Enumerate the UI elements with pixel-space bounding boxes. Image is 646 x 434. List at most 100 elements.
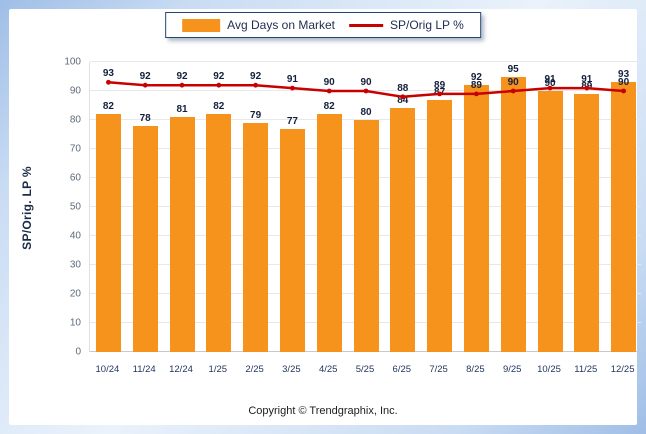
bar-value-label: 80 xyxy=(360,107,372,118)
y-tick-label: 90 xyxy=(69,85,81,97)
bar-value-label: 92 xyxy=(470,72,482,84)
footer-copyright: Copyright © Trendgraphix, Inc. xyxy=(248,405,398,417)
x-tick-label: 11/24 xyxy=(132,364,156,375)
line-value-label: 91 xyxy=(286,74,298,86)
line-point xyxy=(142,82,148,88)
line-point xyxy=(510,88,516,94)
line-value-label: 88 xyxy=(397,82,409,94)
x-tick-label: 5/25 xyxy=(355,364,375,375)
y-tick-label: 60 xyxy=(69,172,81,184)
y-tick-label: 40 xyxy=(69,230,81,242)
bar xyxy=(611,82,637,352)
line-point xyxy=(216,82,222,88)
bar-value-label: 82 xyxy=(213,101,225,113)
bar xyxy=(390,108,416,352)
line-value-label: 92 xyxy=(139,71,151,83)
line-value-label: 92 xyxy=(176,71,188,83)
y-axis-ticks: 0 10 20 30 40 50 60 70 80 90 100 xyxy=(37,57,81,358)
bar-swatch-icon xyxy=(182,18,221,32)
line-point xyxy=(179,82,185,88)
y-tick-label: 20 xyxy=(69,288,81,300)
bar xyxy=(316,114,342,352)
legend-item-bar: Avg Days on Market xyxy=(182,18,335,32)
line-point xyxy=(621,88,626,94)
line-value-label: 90 xyxy=(507,77,519,88)
x-axis-ticks: 10/24 11/24 12/24 1/25 2/25 3/25 4/25 5/25 6/25 7… xyxy=(89,358,641,378)
bar-value-label: 84 xyxy=(397,95,409,107)
y-axis-title: SP/Orig. LP % xyxy=(20,166,34,250)
x-tick-label: 6/25 xyxy=(392,364,412,375)
line-value-label: 90 xyxy=(323,77,335,88)
bar xyxy=(574,93,600,352)
trend-line xyxy=(106,79,626,100)
line-value-label: 92 xyxy=(250,71,262,83)
bar xyxy=(537,91,563,352)
legend-bar-label: Avg Days on Market xyxy=(227,18,336,32)
bar-value-label: 81 xyxy=(176,104,188,116)
line-value-label: 90 xyxy=(618,77,630,88)
legend-line-label: SP/Orig LP % xyxy=(390,18,464,32)
line-point xyxy=(106,79,111,85)
y-tick-label: 50 xyxy=(69,201,81,213)
x-tick-label: 11/25 xyxy=(574,364,598,375)
line-value-label: 90 xyxy=(360,77,372,88)
line-value-label: 93 xyxy=(102,68,114,80)
x-tick-label: 4/25 xyxy=(318,364,338,375)
bar xyxy=(353,120,379,352)
line-point xyxy=(326,88,332,94)
line-value-label: 92 xyxy=(213,71,225,83)
bar xyxy=(463,85,489,352)
line-value-label: 91 xyxy=(544,74,556,86)
line-point xyxy=(400,94,406,100)
line-point xyxy=(253,82,258,88)
bar xyxy=(132,125,158,352)
line-point xyxy=(363,88,369,94)
bar-value-label: 77 xyxy=(286,115,298,127)
line-point xyxy=(474,91,479,97)
x-tick-label: 1/25 xyxy=(208,364,228,375)
x-tick-label: 7/25 xyxy=(429,364,448,375)
y-tick-label: 10 xyxy=(69,317,81,329)
x-tick-label: 12/25 xyxy=(610,364,635,375)
line-point xyxy=(547,85,553,91)
bar-value-label: 82 xyxy=(102,101,114,113)
bar xyxy=(206,114,232,352)
bar-value-label: 78 xyxy=(139,112,151,124)
y-tick-label: 80 xyxy=(69,114,81,126)
line-point xyxy=(584,85,590,91)
line-point xyxy=(437,91,442,97)
x-tick-label: 9/25 xyxy=(502,364,522,375)
line-value-label: 91 xyxy=(581,74,593,86)
bar-value-label: 82 xyxy=(323,101,335,113)
bar xyxy=(279,128,305,352)
bar xyxy=(95,114,121,352)
x-tick-label: 2/25 xyxy=(245,364,264,375)
line-value-label: 89 xyxy=(470,79,482,91)
line-value-label: 89 xyxy=(434,79,446,91)
gridline xyxy=(90,61,641,62)
bar xyxy=(169,117,195,352)
y-tick-label: 100 xyxy=(64,56,81,68)
x-tick-label: 10/24 xyxy=(95,364,120,375)
x-tick-label: 10/25 xyxy=(537,364,561,375)
x-tick-label: 8/25 xyxy=(466,364,485,375)
bar-value-label: 95 xyxy=(507,63,519,75)
gridline xyxy=(90,119,641,120)
bar-value-label: 93 xyxy=(618,69,630,81)
x-tick-label: 12/24 xyxy=(169,364,193,375)
y-tick-label: 30 xyxy=(69,259,81,271)
line-point xyxy=(290,85,295,91)
bar-value-label: 90 xyxy=(544,78,556,89)
bar xyxy=(243,122,269,352)
y-tick-label: 0 xyxy=(75,346,81,358)
legend-item-line: SP/Orig LP % xyxy=(349,18,464,32)
legend: Avg Days on Market SP/Orig LP % xyxy=(165,12,481,38)
x-tick-label: 3/25 xyxy=(282,364,301,375)
chart-canvas: Avg Days on Market SP/Orig LP % SP/Orig.… xyxy=(9,9,641,425)
bar-value-label: 79 xyxy=(250,109,262,121)
y-tick-label: 70 xyxy=(69,143,81,155)
line-swatch-icon xyxy=(349,23,384,27)
plot-area: 8278818279778280848792959089939392929292… xyxy=(89,61,641,352)
bar xyxy=(427,99,453,352)
